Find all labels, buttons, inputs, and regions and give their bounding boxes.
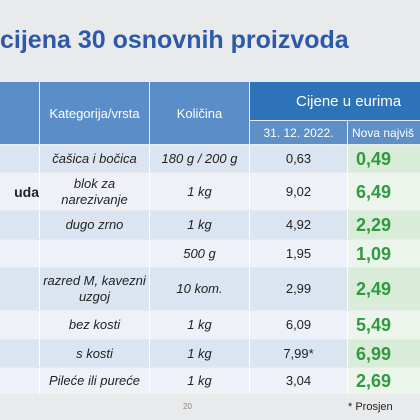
old-price-cell: 6,09: [250, 311, 348, 339]
old-price-cell: 0,63: [250, 146, 348, 172]
new-price-cell: 5,49: [348, 311, 420, 339]
category-cell: razred M, kavezni uzgoj: [40, 268, 150, 310]
table-row: bez kosti 1 kg 6,09 5,49: [0, 311, 420, 339]
quantity-cell: 180 g / 200 g: [150, 146, 250, 172]
old-price-cell: 1,95: [250, 240, 348, 267]
quantity-cell: 10 kom.: [150, 268, 250, 310]
table-row: s kosti 1 kg 7,99* 6,99: [0, 340, 420, 367]
table-row: uda blok za narezivanje 1 kg 9,02 6,49: [0, 173, 420, 210]
quantity-cell: 1 kg: [150, 368, 250, 394]
new-price-cell: 0,49: [348, 146, 420, 172]
quantity-cell: 1 kg: [150, 173, 250, 210]
old-price-cell: 3,04: [250, 368, 348, 394]
header-category: Kategorija/vrsta: [40, 82, 149, 144]
footnote: * Prosjen: [348, 401, 393, 413]
new-price-cell: 6,99: [348, 340, 420, 367]
product-name: [0, 146, 40, 172]
slide-title: cijena 30 osnovnih proizvoda: [0, 26, 349, 54]
header-product-cell: [0, 82, 39, 144]
product-name: [0, 211, 40, 239]
quantity-cell: 500 g: [150, 240, 250, 267]
new-price-cell: 2,29: [348, 211, 420, 239]
table-row: Pileće ili pureće 1 kg 3,04 2,69: [0, 368, 420, 394]
product-name: [0, 368, 40, 394]
page-number: 20: [183, 402, 192, 411]
table-row: 500 g 1,95 1,09: [0, 240, 420, 267]
category-cell: Pileće ili pureće: [40, 368, 150, 394]
table-row: čašica i bočica 180 g / 200 g 0,63 0,49: [0, 146, 420, 172]
new-price-cell: 2,69: [348, 368, 420, 394]
category-cell: dugo zrno: [40, 211, 150, 239]
new-price-cell: 1,09: [348, 240, 420, 267]
quantity-cell: 1 kg: [150, 340, 250, 367]
category-cell: s kosti: [40, 340, 150, 367]
old-price-cell: 9,02: [250, 173, 348, 210]
product-name: [0, 240, 40, 267]
quantity-cell: 1 kg: [150, 211, 250, 239]
header-date: 31. 12. 2022.: [250, 121, 347, 144]
category-cell: blok za narezivanje: [40, 173, 150, 210]
table-row: dugo zrno 1 kg 4,92 2,29: [0, 211, 420, 239]
new-price-cell: 6,49: [348, 173, 420, 210]
header-new-price: Nova najviš: [348, 121, 420, 144]
new-price-cell: 2,49: [348, 268, 420, 310]
old-price-cell: 4,92: [250, 211, 348, 239]
price-table: Kategorija/vrsta Količina Cijene u eurim…: [0, 82, 420, 400]
category-cell: bez kosti: [40, 311, 150, 339]
category-cell: čašica i bočica: [40, 146, 150, 172]
old-price-cell: 2,99: [250, 268, 348, 310]
header-quantity: Količina: [150, 82, 249, 144]
old-price-cell: 7,99*: [250, 340, 348, 367]
product-name: [0, 268, 40, 310]
header-prices: Cijene u eurima: [250, 82, 420, 120]
quantity-cell: 1 kg: [150, 311, 250, 339]
product-name: [0, 311, 40, 339]
category-cell: [40, 240, 150, 267]
table-row: razred M, kavezni uzgoj 10 kom. 2,99 2,4…: [0, 268, 420, 310]
product-name: [0, 340, 40, 367]
product-name: uda: [0, 173, 40, 210]
